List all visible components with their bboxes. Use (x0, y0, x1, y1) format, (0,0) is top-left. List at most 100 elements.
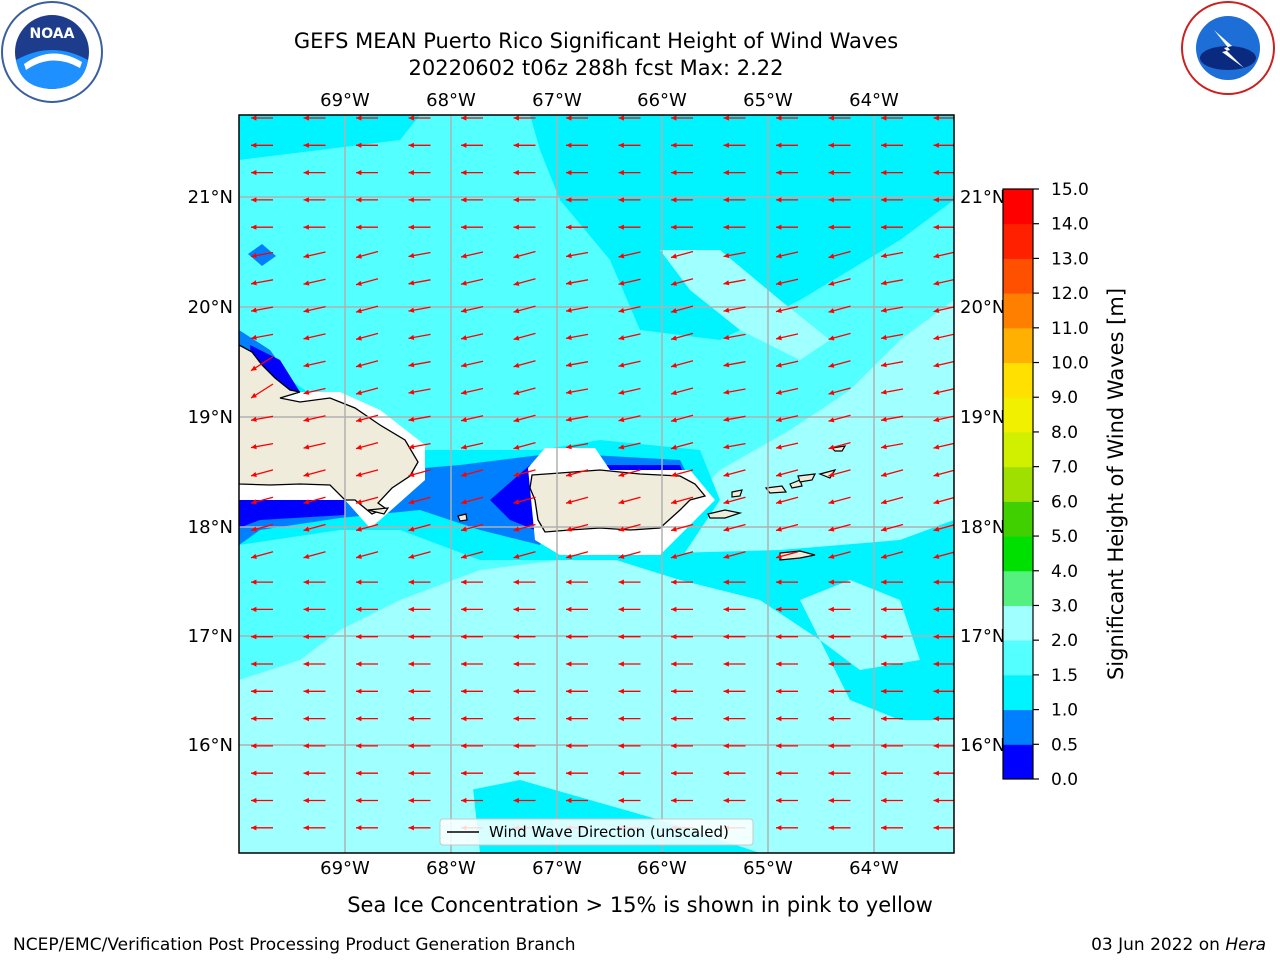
wind-wave-arrow (565, 388, 589, 395)
wind-wave-arrow (461, 715, 483, 722)
wind-wave-arrow (460, 333, 484, 341)
colorbar-tick-label: 2.0 (1051, 631, 1078, 651)
wind-wave-arrow (303, 634, 326, 640)
wind-wave-arrow (828, 743, 851, 749)
colorbar-tick-label: 9.0 (1051, 388, 1078, 408)
wind-wave-arrow (356, 634, 378, 640)
colorbar-bin (1003, 536, 1033, 572)
wind-wave-arrow (356, 715, 378, 722)
wind-wave-arrow (776, 169, 798, 176)
wind-wave-arrow (618, 551, 641, 559)
colorbar-tick-label: 1.5 (1051, 666, 1078, 686)
wind-wave-arrow (671, 142, 693, 148)
wind-wave-arrow (251, 606, 273, 613)
wind-wave-arrow (723, 279, 746, 286)
wind-wave-arrow (460, 496, 484, 505)
wind-wave-arrow (618, 661, 641, 667)
wind-wave-arrow (828, 551, 851, 559)
wind-wave-arrow (303, 797, 326, 804)
colorbar-bin (1003, 293, 1033, 329)
wind-wave-arrow (828, 715, 851, 722)
wind-wave-arrow (461, 606, 483, 613)
wind-wave-arrow (565, 279, 589, 286)
map-frame (238, 114, 955, 854)
wind-wave-arrow (460, 551, 484, 559)
wind-wave-arrow (408, 469, 431, 477)
wind-wave-arrow (408, 361, 431, 368)
wind-wave-arrow (933, 224, 954, 230)
colorbar-bin (1003, 570, 1033, 606)
wind-wave-arrow (723, 442, 746, 450)
wind-wave-arrow (776, 142, 798, 148)
wind-wave-arrow (565, 496, 589, 505)
lon-label-top: 68°W (426, 90, 476, 111)
wind-wave-arrow (776, 224, 798, 230)
wave-height-fill (239, 115, 954, 853)
wind-wave-arrow (355, 523, 379, 532)
wind-wave-arrow (671, 224, 693, 230)
wind-wave-arrow (775, 251, 799, 259)
wind-wave-arrow (355, 250, 379, 259)
wind-wave-arrow (723, 251, 746, 259)
wind-wave-arrow (513, 278, 536, 286)
wind-wave-arrow (461, 579, 483, 585)
wind-wave-arrow (250, 279, 274, 286)
colorbar-tick-label: 5.0 (1051, 527, 1078, 547)
wind-wave-arrow (513, 634, 536, 640)
wind-wave-arrow (408, 825, 431, 831)
wind-wave-arrow (671, 579, 693, 585)
wind-wave-arrow (461, 661, 483, 667)
wind-wave-arrow (251, 825, 273, 831)
wind-wave-arrow (881, 825, 903, 831)
wind-wave-arrow (461, 142, 483, 148)
wind-wave-arrow (618, 387, 641, 395)
wind-wave-arrow (828, 278, 851, 286)
wind-wave-arrow (828, 579, 851, 585)
wind-wave-arrow (723, 743, 746, 749)
wind-wave-arrow (566, 197, 588, 203)
wind-wave-arrow (933, 469, 954, 477)
wind-wave-arrow (618, 634, 641, 640)
wind-wave-arrow (566, 661, 588, 667)
wind-wave-arrow (828, 770, 851, 776)
wind-wave-arrow (618, 770, 641, 776)
wind-wave-arrow (881, 197, 903, 203)
wind-wave-arrow (723, 634, 746, 640)
wind-wave-arrow (355, 441, 379, 450)
footer-date: 03 Jun 2022 on Hera (1091, 935, 1266, 955)
wind-wave-arrow (461, 169, 483, 176)
wind-wave-arrow (513, 606, 536, 613)
wind-wave-arrow (408, 797, 431, 804)
wind-wave-arrow (303, 387, 326, 395)
wind-wave-arrow (828, 332, 851, 341)
wind-wave-arrow (251, 115, 273, 121)
wind-wave-arrow (880, 306, 904, 313)
map-legend: Wind Wave Direction (unscaled) (439, 818, 754, 846)
wind-wave-arrow (671, 715, 693, 722)
wind-wave-arrow (670, 250, 694, 259)
wind-wave-arrow (461, 197, 483, 203)
wind-wave-arrow (460, 305, 484, 313)
wind-wave-arrow (618, 523, 641, 532)
wind-wave-arrow (566, 579, 588, 585)
lat-label-left: 16°N (188, 735, 233, 756)
saint-thomas-island (764, 485, 788, 494)
wind-wave-arrow (828, 115, 851, 121)
wind-wave-arrow (881, 606, 903, 613)
wind-wave-arrow (828, 169, 851, 176)
wind-wave-arrow (513, 688, 536, 694)
wind-wave-arrow (513, 797, 536, 804)
wind-wave-arrow (933, 743, 954, 749)
wind-wave-arrow (828, 797, 851, 804)
wind-wave-arrow (565, 551, 589, 559)
lat-label-left: 21°N (188, 187, 233, 208)
wind-wave-arrow (776, 743, 798, 749)
wind-wave-arrow (513, 661, 536, 667)
culebra-island (731, 489, 743, 498)
wind-wave-arrow (670, 551, 694, 559)
wind-wave-arrow (566, 770, 588, 776)
wind-wave-arrow (408, 496, 431, 505)
wind-wave-arrow (933, 251, 954, 259)
wind-wave-arrow (933, 524, 954, 532)
wind-wave-arrow (251, 634, 273, 640)
